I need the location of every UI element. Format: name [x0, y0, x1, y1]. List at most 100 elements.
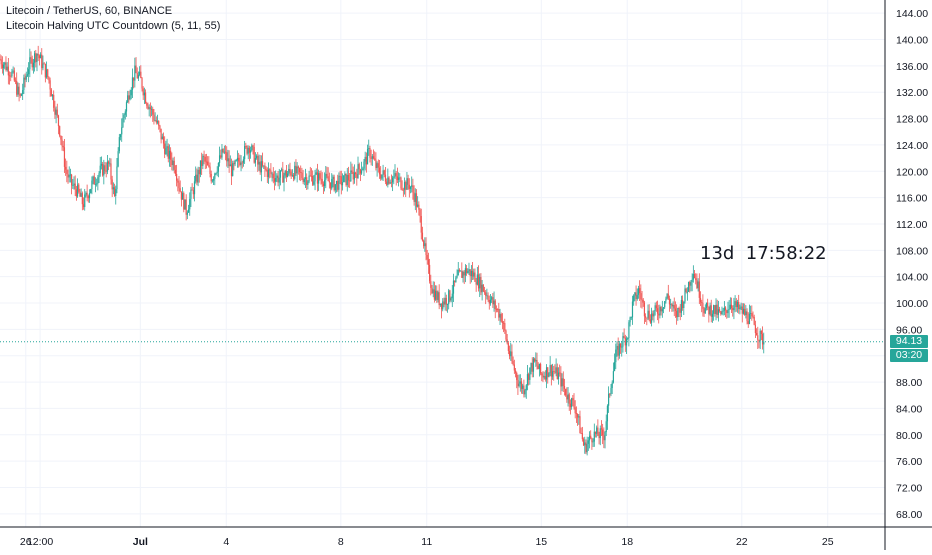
candle-up	[94, 183, 97, 185]
candle-down	[461, 270, 463, 278]
candle-down	[407, 178, 409, 185]
candle-down	[146, 103, 148, 106]
candle-down	[5, 62, 7, 70]
candle-up	[549, 365, 551, 374]
candle-up	[637, 288, 640, 295]
y-tick-label: 72.00	[896, 482, 922, 494]
candles	[0, 45, 765, 456]
candle-down	[420, 216, 422, 233]
candle-down	[559, 372, 561, 374]
candle-up	[97, 177, 99, 184]
candle-down	[516, 372, 518, 381]
candle-down	[352, 171, 354, 180]
candle-up	[715, 304, 717, 314]
candle-down	[322, 183, 325, 187]
candle-up	[90, 189, 92, 194]
candle-down	[649, 319, 651, 323]
candle-up	[526, 374, 529, 386]
candle-up	[229, 164, 231, 167]
candle-down	[720, 311, 722, 315]
candle-down	[38, 55, 40, 59]
candle-down	[741, 306, 743, 314]
candle-up	[92, 176, 94, 181]
candle-down	[144, 92, 147, 104]
candle-down	[340, 176, 342, 186]
candle-down	[19, 94, 21, 96]
candle-up	[734, 301, 736, 306]
candle-down	[600, 428, 603, 430]
candle-up	[750, 313, 752, 314]
candle-up	[112, 187, 114, 190]
candle-down	[264, 165, 266, 170]
candle-down	[222, 148, 224, 153]
candle-up	[686, 291, 688, 293]
y-tick-label: 104.00	[896, 272, 928, 284]
candle-down	[477, 274, 480, 289]
candle-up	[129, 95, 131, 100]
candle-up	[510, 351, 512, 357]
candle-down	[105, 170, 107, 172]
candle-down	[390, 182, 393, 184]
candle-up	[376, 163, 378, 169]
candle-up	[518, 383, 520, 387]
candle-up	[263, 165, 265, 167]
candle-down	[191, 189, 193, 191]
candle-down	[480, 277, 482, 293]
candle-down	[136, 73, 138, 79]
candle-down	[568, 394, 570, 404]
candle-down	[443, 301, 445, 305]
candle-up	[366, 148, 369, 165]
candle-down	[192, 190, 194, 195]
candle-up	[308, 175, 310, 182]
y-tick-label: 112.00	[896, 219, 927, 231]
candle-down	[269, 169, 271, 171]
candle-down	[602, 429, 604, 436]
candle-down	[370, 157, 372, 159]
candle-up	[479, 277, 481, 289]
candle-down	[656, 308, 659, 314]
candle-down	[285, 170, 288, 177]
candle-down	[57, 115, 60, 127]
candle-up	[314, 174, 316, 182]
candle-down	[102, 163, 104, 176]
candle-down	[492, 297, 494, 305]
candle-down	[528, 374, 530, 380]
y-tick-label: 132.00	[896, 87, 928, 99]
candle-down	[689, 282, 691, 286]
candle-down	[708, 306, 710, 315]
candle-up	[166, 146, 168, 148]
indicator-title[interactable]: Litecoin Halving UTC Countdown (5, 11, 5…	[6, 20, 221, 32]
candle-down	[159, 125, 161, 129]
candle-up	[403, 182, 406, 190]
candle-up	[650, 313, 653, 323]
candle-up	[42, 63, 44, 69]
candle-up	[244, 146, 246, 160]
candle-down	[111, 179, 113, 190]
candle-up	[251, 145, 253, 151]
candle-down	[617, 345, 619, 356]
candle-down	[440, 303, 443, 310]
candle-up	[258, 161, 260, 165]
candle-down	[86, 192, 88, 197]
candle-up	[622, 336, 624, 347]
candle-down	[485, 292, 487, 296]
candle-down	[667, 293, 669, 299]
candle-up	[283, 175, 285, 183]
candle-down	[635, 292, 637, 300]
candle-down	[591, 438, 593, 443]
candle-down	[413, 192, 415, 202]
candle-up	[491, 297, 493, 300]
candle-down	[384, 174, 387, 182]
candle-down	[658, 313, 660, 316]
candle-down	[642, 299, 644, 303]
candle-up	[647, 310, 649, 318]
candle-down	[671, 304, 673, 307]
candle-down	[536, 360, 538, 366]
candle-down	[67, 174, 69, 178]
candle-up	[759, 330, 761, 341]
candle-up	[99, 165, 101, 174]
symbol-title[interactable]: Litecoin / TetherUS, 60, BINANCE	[6, 5, 173, 17]
